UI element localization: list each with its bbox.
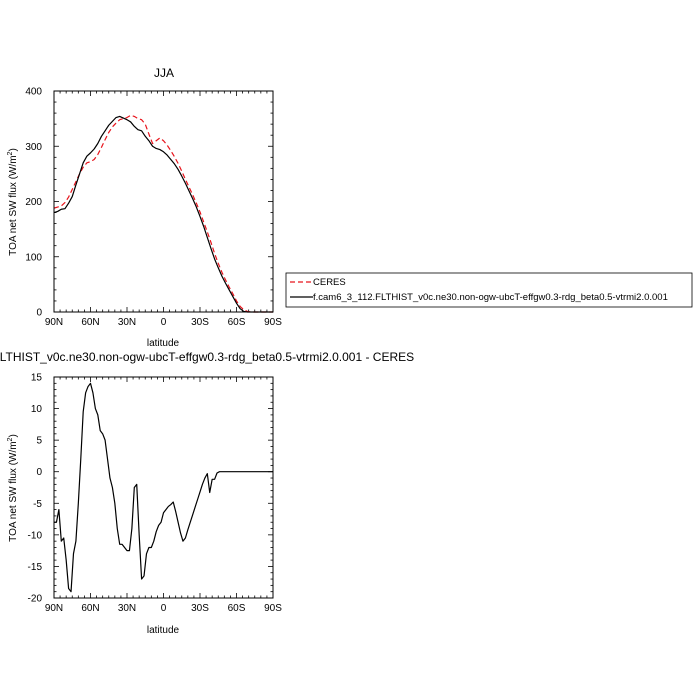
y-tick-label: 0 (36, 308, 42, 319)
panel-bottom-frame (53, 376, 274, 599)
panel-top-lines (53, 114, 273, 313)
x-tick-label: 60S (228, 317, 246, 328)
panel-bottom-ylabel-sup: 2 (7, 437, 14, 441)
y-tick-label: 300 (25, 142, 42, 153)
series-line-top-1 (53, 115, 273, 313)
panel-top-ylabel-close: ) (8, 148, 19, 151)
x-tick-label: 60N (81, 603, 99, 614)
y-tick-label: -20 (28, 594, 43, 605)
x-tick-label: 90N (45, 603, 63, 614)
panel-bottom-xlabel: latitude (147, 625, 180, 636)
y-tick-label: 5 (36, 436, 42, 447)
x-tick-label: 0 (161, 317, 167, 328)
panel-top-ticks: 90N 60N 30N 0 30S 60S 90S 0 100 200 300 400 (25, 87, 282, 329)
panel-bottom: f.cam6_3_112.FLTHIST_v0c.ne30.non-ogw-ub… (0, 350, 414, 636)
legend: CERES f.cam6_3_112.FLTHIST_v0c.ne30.non-… (285, 272, 693, 308)
y-tick-label: 200 (25, 197, 42, 208)
x-tick-label: 30N (118, 317, 136, 328)
legend-label-ceres: CERES (313, 277, 346, 288)
x-tick-label: 30N (118, 603, 136, 614)
panel-bottom-ylabel-close: ) (8, 434, 19, 437)
x-tick-label: 90N (45, 317, 63, 328)
y-tick-label: -15 (28, 562, 43, 573)
panel-bottom-title: f.cam6_3_112.FLTHIST_v0c.ne30.non-ogw-ub… (0, 350, 414, 364)
y-tick-label: 10 (31, 404, 43, 415)
y-tick-label: 15 (31, 373, 43, 384)
series-line-top-0 (53, 114, 273, 313)
x-tick-label: 0 (161, 603, 167, 614)
x-tick-label: 30S (191, 317, 209, 328)
panel-top-title: JJA (154, 66, 174, 80)
panel-top-ylabel-sup: 2 (7, 151, 14, 155)
panel-bottom-ylabel-main: TOA net SW flux (W/m (8, 441, 19, 541)
panel-top-ylabel: TOA net SW flux (W/m2) (7, 148, 19, 256)
panel-top: JJA TOA net SW flux (W/m2) latitude 90N 6… (7, 66, 282, 349)
y-tick-label: 400 (25, 87, 42, 98)
svg-text:TOA net SW flux (W/m2): TOA net SW flux (W/m2) (7, 148, 19, 256)
y-tick-label: 0 (36, 467, 42, 478)
x-tick-label: 90S (264, 317, 282, 328)
panel-top-frame (53, 90, 274, 313)
panel-bottom-ylabel: TOA net SW flux (W/m2) (7, 434, 19, 542)
y-tick-label: -5 (33, 499, 42, 510)
panel-top-xlabel: latitude (147, 338, 180, 349)
y-tick-label: -10 (28, 530, 43, 541)
series-line-bottom-0 (54, 382, 273, 593)
legend-box (285, 272, 693, 308)
svg-text:TOA net SW flux (W/m2): TOA net SW flux (W/m2) (7, 434, 19, 542)
panel-bottom-ticks: 90N 60N 30N 0 30S 60S 90S -20 -15 -10 -5 0 5 10 15 (28, 373, 283, 615)
x-tick-label: 60N (81, 317, 99, 328)
x-tick-label: 60S (228, 603, 246, 614)
panel-bottom-lines (54, 382, 273, 593)
x-tick-label: 90S (264, 603, 282, 614)
y-tick-label: 100 (25, 252, 42, 263)
x-tick-label: 30S (191, 603, 209, 614)
panel-top-ylabel-main: TOA net SW flux (W/m (8, 155, 19, 255)
legend-label-model: f.cam6_3_112.FLTHIST_v0c.ne30.non-ogw-ub… (313, 292, 668, 303)
